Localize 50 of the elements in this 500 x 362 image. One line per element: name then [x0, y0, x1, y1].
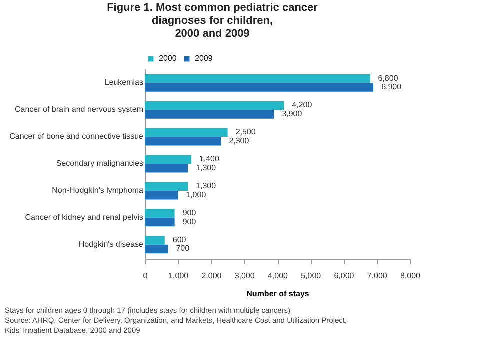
text: 1,400	[199, 154, 220, 164]
text: 1,300	[196, 182, 216, 191]
text: Figure 1. Most common pediatric cancer	[107, 2, 318, 14]
bar	[145, 110, 274, 119]
text: 2,300	[229, 136, 250, 146]
bar	[145, 209, 175, 218]
y-tick-label: Hodgkin's disease	[78, 240, 144, 249]
text: 2,500	[236, 128, 256, 137]
bar	[145, 128, 228, 138]
bar	[145, 244, 168, 254]
text: 4,200	[292, 100, 312, 110]
y-tick-label: Leukemias	[104, 78, 144, 88]
x-tick-label: 1,000	[168, 272, 190, 280]
y-tick-label: Cancer of kidney and renal pelvis	[25, 212, 144, 222]
x-tick-label: 3,000	[234, 272, 256, 280]
text: 700	[176, 244, 190, 254]
x-tick-label: 8,000	[400, 272, 422, 280]
text: 1,000	[186, 190, 206, 200]
x-tick-label: 7,000	[367, 272, 388, 280]
bar	[145, 190, 178, 200]
bar	[145, 74, 370, 84]
text: 6,800	[378, 74, 398, 83]
text: 6,900	[382, 82, 402, 92]
text: diagnoses for children,	[152, 15, 274, 27]
x-tick-label: 0	[143, 272, 148, 280]
x-tick-label: 6,000	[334, 272, 355, 280]
legend-label: 2009	[195, 54, 214, 63]
text: 2000 and 2009	[175, 28, 250, 40]
bar	[145, 101, 284, 110]
bar	[145, 218, 175, 227]
y-tick-label: Secondary malignancies	[56, 159, 144, 168]
y-tick-label: Non-Hodgkin's lymphoma	[52, 186, 144, 195]
bar	[145, 155, 192, 164]
text: 900	[182, 217, 196, 226]
text: 3,900	[282, 109, 302, 118]
y-tick-label: Cancer of brain and nervous system	[14, 105, 144, 114]
bar	[145, 236, 165, 245]
text: 900	[182, 208, 196, 218]
bar	[145, 83, 374, 92]
legend-label: 2000	[159, 54, 178, 63]
text: 1,300	[196, 163, 216, 172]
x-tick-label: 5,000	[301, 272, 322, 280]
x-tick-label: 4,000	[268, 272, 289, 280]
x-tick-label: 2,000	[202, 272, 222, 280]
text: 600	[172, 235, 186, 244]
x-axis-title: Number of stays	[246, 290, 310, 298]
bar	[145, 164, 188, 173]
y-tick-label: Cancer of bone and connective tissue	[10, 132, 144, 142]
bar	[145, 182, 188, 191]
bar	[145, 137, 222, 146]
